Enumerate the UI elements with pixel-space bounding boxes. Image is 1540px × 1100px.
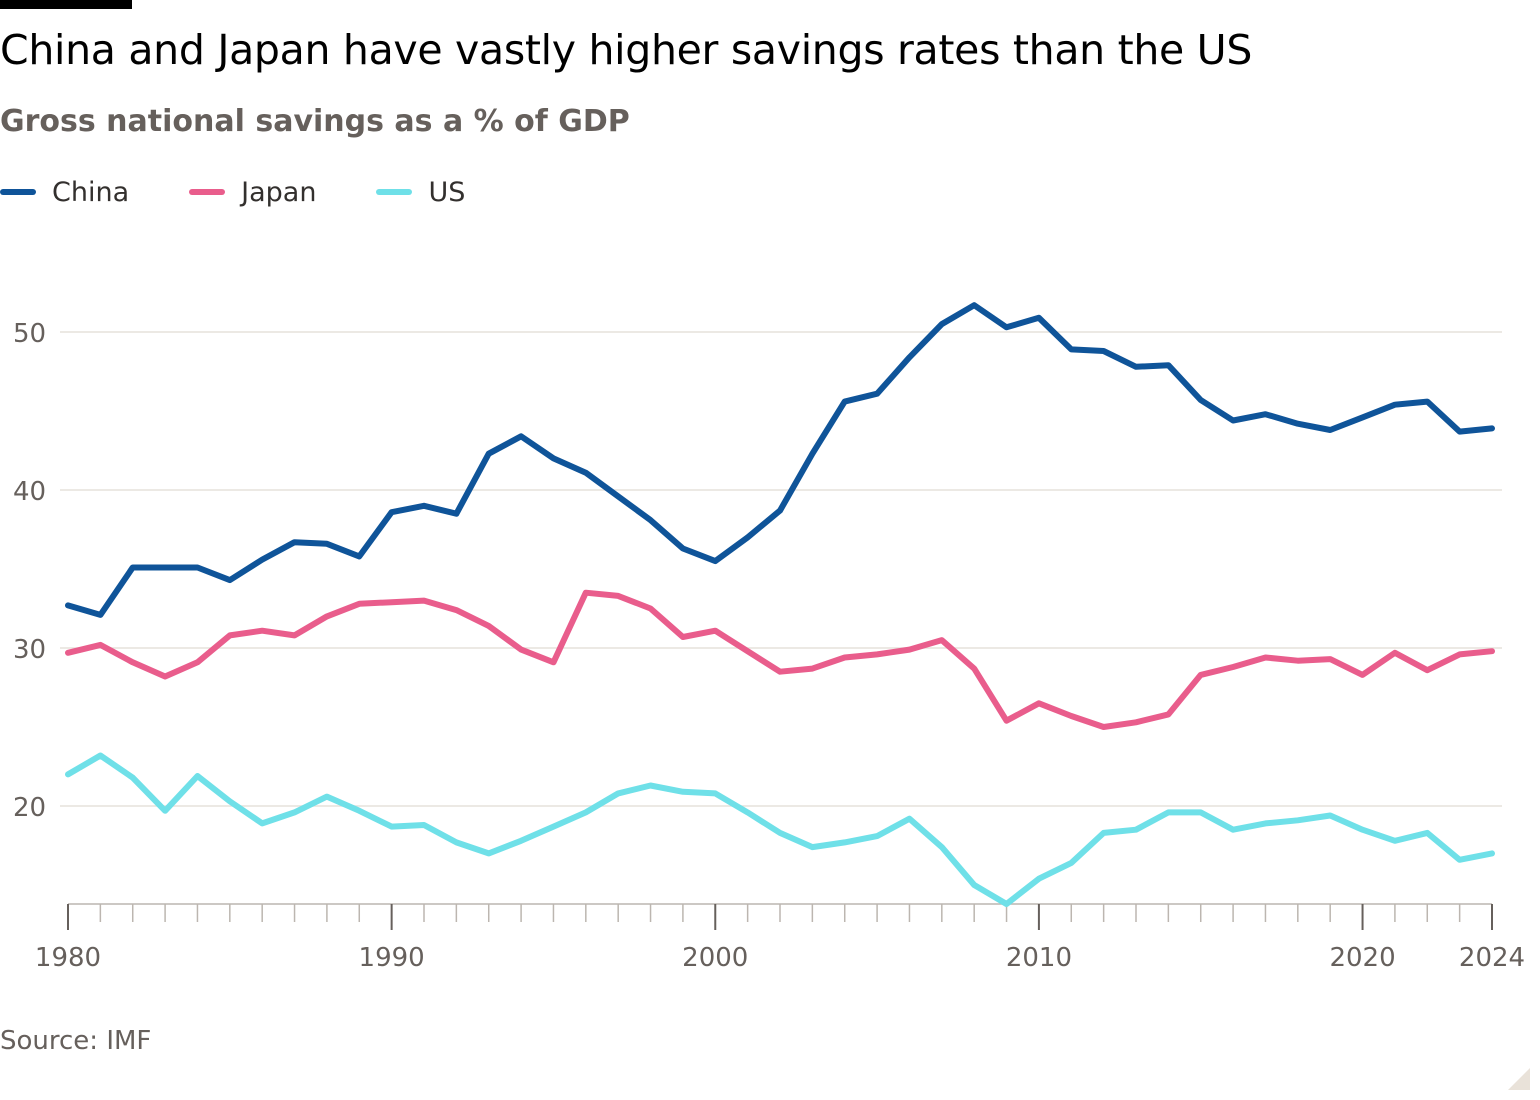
legend-label-japan: Japan: [241, 176, 317, 208]
legend-item-us: US: [376, 177, 465, 208]
legend: China Japan US: [0, 174, 525, 210]
y-tick-label-40: 40: [13, 477, 46, 507]
y-tick-label-50: 50: [13, 319, 46, 349]
legend-swatch-us: [376, 189, 413, 195]
corner-fold-mark: [1508, 1068, 1530, 1090]
series-line-china: [65, 302, 1495, 618]
legend-swatch-china: [0, 189, 36, 195]
x-tick-label-2024: 2024: [1459, 943, 1525, 973]
series-line-us: [65, 752, 1495, 907]
x-tick-label-2000: 2000: [682, 943, 748, 973]
x-tick-label-1990: 1990: [359, 943, 425, 973]
x-tick-label-2010: 2010: [1006, 943, 1072, 973]
chart-subtitle: Gross national savings as a % of GDP: [0, 104, 630, 139]
legend-swatch-japan: [189, 189, 226, 195]
series-line-japan: [65, 589, 1495, 730]
legend-label-china: China: [52, 176, 130, 208]
source-note: Source: IMF: [0, 1026, 152, 1056]
legend-item-china: China: [0, 177, 129, 208]
y-tick-label-30: 30: [13, 635, 46, 665]
chart-title: China and Japan have vastly higher savin…: [0, 26, 1253, 74]
brand-bar: [0, 0, 132, 9]
y-tick-label-20: 20: [13, 793, 46, 823]
legend-item-japan: Japan: [189, 177, 316, 208]
legend-label-us: US: [428, 176, 466, 208]
x-tick-label-1980: 1980: [35, 943, 101, 973]
x-tick-label-2020: 2020: [1329, 943, 1395, 973]
